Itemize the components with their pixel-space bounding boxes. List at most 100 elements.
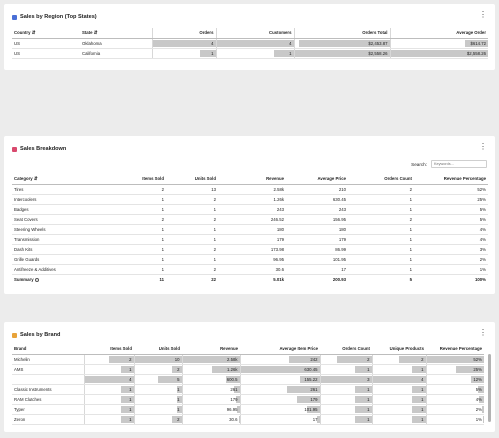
region-menu-kebab-icon[interactable]: ⋮ <box>479 10 487 19</box>
cell-category: Grille Guards <box>12 254 100 265</box>
col-header-revenue-percentage[interactable]: Revenue Percentage <box>426 344 484 355</box>
col-header-category[interactable]: Category ⇵ <box>12 174 100 185</box>
col-header-revenue[interactable]: Revenue <box>182 344 240 355</box>
table-row[interactable]: Zeron 1 2 30.6 17 1 1 1% <box>12 414 484 425</box>
col-header-unique-products[interactable]: Unique Products <box>372 344 426 355</box>
cell-revenue: 30.6 <box>218 264 286 275</box>
table-row[interactable]: Intercoolers 1 2 1.26k 630.45 1 25% <box>12 194 488 205</box>
value-bar <box>135 355 182 363</box>
cell-category: Summary <box>12 274 100 284</box>
cell-average-item-price: 242 <box>239 354 320 365</box>
value-bar <box>176 395 182 403</box>
value-bar <box>479 395 484 403</box>
cell-revenue: 96.95 <box>218 254 286 265</box>
cell-average-price: 180 <box>286 224 348 235</box>
cell-revenue-percentage: 52% <box>425 354 484 365</box>
breakdown-menu-kebab-icon[interactable]: ⋮ <box>479 142 487 151</box>
col-header-orders-count[interactable]: Orders Count <box>320 344 372 355</box>
col-header-units-sold[interactable]: Units Sold <box>166 174 218 185</box>
value-bar <box>412 405 426 413</box>
col-header-revenue-percentage[interactable]: Revenue Percentage <box>414 174 488 185</box>
value-bar <box>172 365 182 373</box>
table-row[interactable]: RAM Clutches 1 1 179 179 1 1 4% <box>12 394 484 405</box>
cell-revenue-percentage: 1% <box>425 414 484 425</box>
col-header-customers[interactable]: Customers <box>215 28 294 39</box>
value-bar <box>354 415 372 423</box>
table-row[interactable]: Typer 1 1 96.95 101.95 1 1 2% <box>12 404 484 415</box>
table-row[interactable]: Seat Covers 2 2 246.52 156.95 2 5% <box>12 214 488 225</box>
cell-revenue-percentage: 4% <box>414 224 488 235</box>
cell-items-sold: 1 <box>100 244 166 255</box>
table-row[interactable]: US California 1 1 $2,558.26 $2,558.26 <box>12 48 488 59</box>
cell-value: 4 <box>421 376 424 382</box>
col-header-items-sold[interactable]: Items Sold <box>84 344 134 355</box>
value-bar <box>274 49 294 57</box>
cell-orders-count: 2 <box>319 354 372 365</box>
sort-icon[interactable]: ⇵ <box>31 29 36 35</box>
info-icon[interactable] <box>34 277 39 282</box>
search-label: Search: <box>411 161 427 167</box>
cell-orders-count: 3 <box>319 374 372 385</box>
table-row[interactable]: Dash Kits 1 2 173.98 86.99 1 3% <box>12 244 488 255</box>
value-bar <box>412 415 426 423</box>
table-row[interactable]: Tires 2 13 2.58k 210 2 52% <box>12 184 488 195</box>
col-header-items-sold[interactable]: Items Sold <box>100 174 166 185</box>
table-row[interactable]: Steering Wheels 1 1 180 180 1 4% <box>12 224 488 235</box>
value-bar <box>85 375 134 383</box>
sort-icon[interactable]: ⇵ <box>33 175 38 181</box>
cell-value: 1 <box>129 396 132 402</box>
col-header-units-sold[interactable]: Units Sold <box>134 344 182 355</box>
value-bar <box>121 385 134 393</box>
col-header-orders[interactable]: Orders <box>151 28 216 39</box>
value-bar <box>373 375 426 383</box>
col-header-average-price[interactable]: Average Price <box>286 174 348 185</box>
table-row[interactable]: AMS 1 2 1.26k 630.45 1 1 25% <box>12 364 484 375</box>
cell-revenue: 180 <box>218 224 286 235</box>
brand-menu-kebab-icon[interactable]: ⋮ <box>479 328 487 337</box>
col-header-state[interactable]: State ⇵ <box>80 28 152 39</box>
table-row[interactable]: US Oklahoma 4 4 $2,453.87 $614.72 <box>12 38 488 49</box>
value-bar <box>412 395 426 403</box>
col-header-orders-total[interactable]: Orders Total <box>293 28 390 39</box>
col-header-revenue[interactable]: Revenue <box>218 174 286 185</box>
search-input[interactable] <box>431 160 487 168</box>
table-row[interactable]: Michelin 2 10 2.58k 242 2 2 52% <box>12 354 484 365</box>
col-header-average-item-price[interactable]: Average Item Price <box>240 344 320 355</box>
table-row[interactable]: Badges 1 1 243 243 1 5% <box>12 204 488 215</box>
value-bar <box>226 375 240 383</box>
col-header-country[interactable]: Country ⇵ <box>12 28 80 39</box>
col-header-brand[interactable]: Brand <box>12 344 84 355</box>
cell-items-sold: 1 <box>100 264 166 275</box>
cell-revenue: 243 <box>218 204 286 215</box>
table-row[interactable]: Transmission 1 1 179 179 1 4% <box>12 234 488 245</box>
brand-table-scrollbar[interactable] <box>488 354 491 422</box>
value-bar <box>470 375 484 383</box>
cell-value: 17 <box>312 416 318 422</box>
sort-icon[interactable]: ⇵ <box>93 29 98 35</box>
cell-orders-count: 2 <box>348 184 414 195</box>
table-row[interactable]: Antifreeze & Additives 1 2 30.6 17 1 1% <box>12 264 488 275</box>
col-header-orders-count[interactable]: Orders Count <box>348 174 414 185</box>
cell-value: 5% <box>475 386 482 392</box>
cell-orders-total: $2,453.87 <box>293 38 390 49</box>
value-bar <box>211 365 240 373</box>
table-row[interactable]: 4 5 600.5 155.22 3 4 12% <box>12 374 484 385</box>
cell-value: 179 <box>230 396 238 402</box>
breakdown-search: Search: <box>411 160 487 168</box>
cell-value: 12% <box>473 376 482 382</box>
cell-revenue: 179 <box>218 234 286 245</box>
value-bar <box>482 415 484 423</box>
cell-orders-count: 1 <box>319 364 372 375</box>
col-header-average-order[interactable]: Average Order <box>389 28 488 39</box>
cell-value: 1 <box>129 406 132 412</box>
cell-value: 2 <box>421 356 424 362</box>
table-row[interactable]: Grille Guards 1 1 96.95 101.95 1 2% <box>12 254 488 265</box>
cell-revenue: 1.26k <box>218 194 286 205</box>
cell-units-sold: 1 <box>133 394 182 405</box>
cell-orders-total: $2,558.26 <box>293 48 390 59</box>
cell-average-price: 243 <box>286 204 348 215</box>
table-row[interactable]: Classic Instruments 1 1 261 261 1 1 5% <box>12 384 484 395</box>
value-bar <box>158 375 182 383</box>
cell-average-price: 86.99 <box>286 244 348 255</box>
summary-row: Summary 11 22 5.01k 200.93 5 100% <box>12 274 488 284</box>
